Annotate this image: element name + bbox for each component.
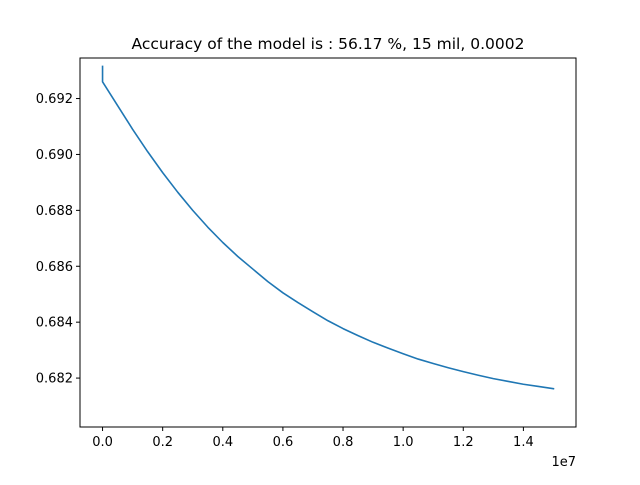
x-tick-label: 1.2 [453, 435, 474, 450]
y-axis: 0.682 0.684 0.686 0.688 0.690 0.692 [36, 92, 80, 387]
y-tick-label: 0.690 [36, 148, 73, 163]
y-tick-label: 0.682 [36, 372, 73, 387]
plot-content [101, 65, 555, 390]
x-tick-label: 0.0 [92, 435, 113, 450]
x-tick-label: 1.4 [513, 435, 534, 450]
y-tick-label: 0.692 [36, 92, 73, 107]
x-tick-label: 0.2 [152, 435, 173, 450]
plot-area-frame [79, 57, 577, 428]
series-line-0 [101, 65, 555, 390]
x-tick-label: 1.0 [393, 435, 414, 450]
x-axis-offset-label: 1e7 [551, 455, 576, 470]
x-axis: 0.0 0.2 0.4 0.6 0.8 1.0 1.2 1.4 [92, 427, 534, 450]
x-tick-label: 0.8 [333, 435, 354, 450]
y-tick-label: 0.684 [36, 316, 73, 331]
chart-title: Accuracy of the model is : 56.17 %, 15 m… [132, 35, 525, 53]
x-tick-label: 0.6 [273, 435, 294, 450]
x-tick-label: 0.4 [212, 435, 233, 450]
y-tick-label: 0.688 [36, 204, 73, 219]
y-tick-label: 0.686 [36, 260, 73, 275]
